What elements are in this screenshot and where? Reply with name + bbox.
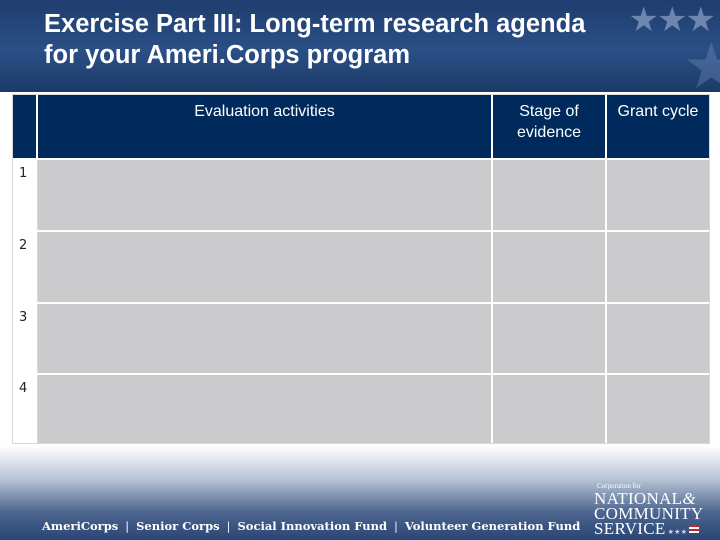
logo-line-national: NATIONAL& <box>594 489 703 508</box>
logo-service-text: SERVICE <box>594 519 666 538</box>
logo-ampersand: & <box>682 489 696 508</box>
cncs-logo: Corporation for NATIONAL& COMMUNITY SERV… <box>594 482 703 540</box>
row-number: 4 <box>13 373 38 443</box>
table-header-row: Evaluation activities Stage of evidence … <box>13 95 709 159</box>
column-header-grant-cycle: Grant cycle <box>606 95 709 159</box>
evaluation-activity-cell[interactable] <box>37 229 493 303</box>
column-header-evaluation-activities: Evaluation activities <box>37 95 493 159</box>
table-row: 4 <box>13 373 709 443</box>
slide-title-line-2: for your Ameri.Corps program <box>44 41 411 69</box>
grant-cycle-cell[interactable] <box>606 158 709 231</box>
grant-cycle-cell[interactable] <box>606 373 709 443</box>
evaluation-activity-cell[interactable] <box>37 158 493 231</box>
table-row: 3 <box>13 301 709 375</box>
table-row: 2 <box>13 229 709 303</box>
stage-of-evidence-cell[interactable] <box>492 229 607 303</box>
footer-program-volunteer-generation-fund: Volunteer Generation Fund <box>404 519 581 533</box>
slide-title-line-1: Exercise Part III: Long-term research ag… <box>44 10 586 38</box>
star-decoration-icon: ★★★ <box>628 0 716 40</box>
stage-of-evidence-cell[interactable] <box>492 158 607 231</box>
logo-national-text: NATIONAL <box>594 489 683 508</box>
slide-title: Exercise Part III: Long-term research ag… <box>44 9 684 71</box>
logo-stars-icon: ★★★ <box>667 528 688 536</box>
logo-line-community: COMMUNITY <box>594 504 704 523</box>
logo-small-text: Corporation for <box>597 482 641 490</box>
footer-program-social-innovation-fund: Social Innovation Fund <box>237 519 387 533</box>
column-header-number <box>13 95 38 159</box>
grant-cycle-cell[interactable] <box>606 301 709 375</box>
footer-separator: | <box>125 519 130 533</box>
flag-stripes-icon <box>689 525 700 533</box>
logo-line-service: SERVICE ★★★ <box>594 519 703 540</box>
footer-program-senior-corps: Senior Corps <box>136 519 220 533</box>
row-number: 2 <box>13 229 38 303</box>
table-row: 1 <box>13 158 709 231</box>
footer-separator: | <box>394 519 398 533</box>
footer-separator: | <box>226 519 231 533</box>
row-number: 1 <box>13 158 38 231</box>
grant-cycle-cell[interactable] <box>606 229 709 303</box>
footer-program-americorps: AmeriCorps <box>42 519 119 533</box>
large-star-decoration-icon: ★ <box>682 30 720 104</box>
row-number: 3 <box>13 301 38 375</box>
footer-program-list: AmeriCorps | Senior Corps | Social Innovatio… <box>42 519 580 533</box>
title-banner: ★★★ ★ <box>0 0 720 104</box>
evaluation-activity-cell[interactable] <box>37 373 493 443</box>
column-header-stage-of-evidence: Stage of evidence <box>492 95 607 159</box>
stage-of-evidence-cell[interactable] <box>492 373 607 443</box>
research-agenda-table: Evaluation activities Stage of evidence … <box>12 94 710 444</box>
footer-banner <box>0 446 720 540</box>
evaluation-activity-cell[interactable] <box>37 301 493 375</box>
stage-of-evidence-cell[interactable] <box>492 301 607 375</box>
